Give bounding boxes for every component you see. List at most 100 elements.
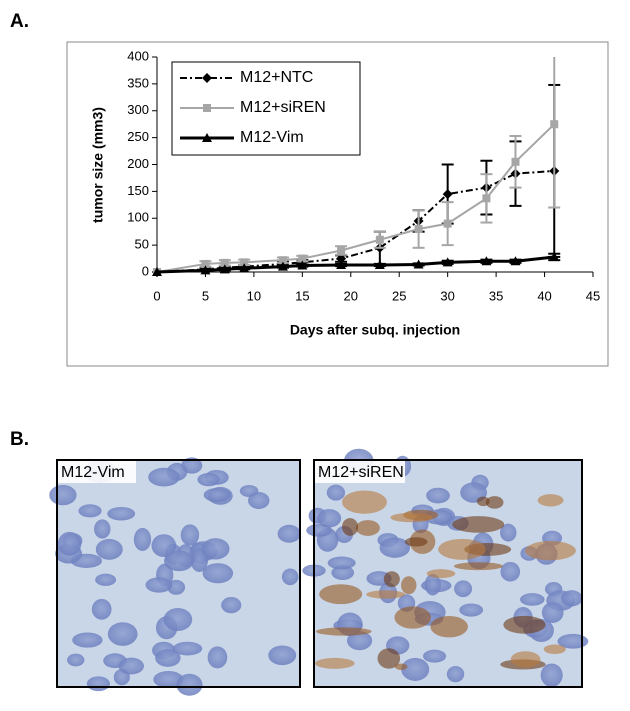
y-tick-label: 50 (135, 237, 149, 252)
stain (503, 615, 546, 634)
image-label: M12-Vim (61, 464, 125, 481)
nucleus (180, 524, 200, 546)
stain (453, 562, 503, 571)
nucleus (78, 504, 102, 518)
nucleus (561, 590, 583, 607)
nucleus (176, 673, 203, 696)
nucleus (401, 657, 430, 681)
nucleus (541, 602, 564, 623)
nucleus (145, 577, 173, 593)
legend-label: M12-Vim (240, 129, 304, 146)
marker (336, 253, 347, 264)
nucleus (326, 484, 346, 501)
x-tick-label: 15 (295, 288, 309, 303)
marker (278, 256, 287, 265)
nucleus (153, 671, 184, 689)
nucleus (197, 472, 220, 487)
micrograph: M12-Vim (49, 457, 301, 696)
nucleus (107, 622, 138, 646)
stain (355, 520, 380, 536)
nucleus (148, 467, 180, 487)
y-tick-label: 200 (127, 156, 149, 171)
nucleus (163, 608, 193, 632)
stain (426, 569, 456, 579)
nucleus (207, 646, 228, 669)
marker (201, 259, 210, 268)
nucleus (557, 633, 589, 649)
nucleus (133, 527, 152, 552)
stain (366, 590, 406, 599)
x-tick-label: 30 (440, 288, 454, 303)
marker (510, 256, 521, 266)
nucleus (519, 593, 545, 606)
nucleus (49, 484, 77, 506)
micrograph-border (56, 459, 301, 688)
nucleus (118, 657, 145, 675)
marker (152, 267, 162, 276)
stain (319, 584, 363, 605)
nucleus (423, 649, 447, 663)
image-label: M12+siREN (318, 464, 404, 481)
nucleus (72, 632, 103, 648)
nucleus (95, 573, 117, 586)
y-tick-label: 400 (127, 48, 149, 63)
nucleus (454, 580, 473, 598)
micrograph: M12+siREN (302, 448, 589, 688)
nucleus (346, 631, 373, 651)
y-axis-label: tumor size (mm3) (90, 107, 106, 223)
nucleus (67, 653, 85, 667)
nucleus (540, 663, 563, 687)
marker (200, 265, 211, 275)
nucleus (91, 598, 112, 620)
stain (341, 518, 359, 536)
nucleus (446, 665, 465, 683)
stain (430, 615, 468, 638)
x-tick-label: 0 (153, 288, 160, 303)
marker (374, 260, 385, 270)
nucleus (281, 568, 299, 586)
marker (443, 219, 452, 228)
marker (413, 259, 424, 269)
marker (550, 120, 559, 129)
x-tick-label: 40 (537, 288, 551, 303)
x-tick-label: 5 (202, 288, 209, 303)
marker (414, 225, 423, 233)
nucleus (277, 524, 301, 543)
stain (342, 490, 387, 514)
panel-label: B. (10, 429, 29, 450)
nucleus (57, 531, 82, 556)
marker (511, 157, 520, 166)
marker (375, 235, 384, 244)
stain (401, 576, 417, 595)
nucleus (201, 538, 230, 560)
marker (549, 251, 560, 261)
marker (442, 189, 453, 200)
marker (298, 254, 307, 263)
y-tick-label: 0 (142, 263, 149, 278)
marker (277, 261, 288, 271)
plot-area (152, 57, 561, 277)
nucleus (331, 565, 355, 581)
panel-label: A. (10, 11, 29, 32)
nucleus (221, 596, 242, 614)
nucleus (424, 574, 441, 596)
stain (315, 657, 355, 669)
nucleus (426, 487, 450, 504)
nucleus (459, 603, 484, 617)
nucleus (95, 538, 123, 560)
stain (452, 516, 505, 533)
legend-label: M12+siREN (240, 99, 326, 116)
y-tick-label: 100 (127, 210, 149, 225)
stain (438, 538, 486, 560)
x-tick-label: 25 (392, 288, 406, 303)
y-tick-label: 150 (127, 183, 149, 198)
y-tick-label: 250 (127, 129, 149, 144)
stain (316, 627, 372, 636)
marker (220, 258, 229, 267)
nucleus (94, 519, 111, 539)
nucleus (327, 556, 356, 570)
nucleus (247, 491, 270, 509)
nucleus (500, 523, 517, 542)
nucleus (107, 506, 136, 521)
legend-marker (203, 104, 211, 112)
